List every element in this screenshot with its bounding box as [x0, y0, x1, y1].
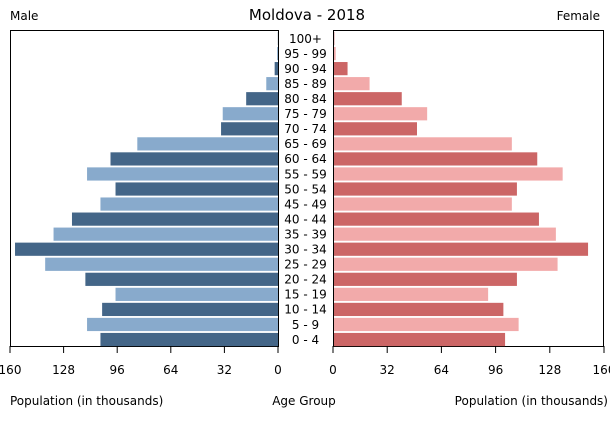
male-bar-10-14 [102, 302, 278, 317]
female-bar-0-4 [334, 332, 506, 347]
male-bar-80-84 [246, 92, 278, 106]
male-bar-45-49 [100, 197, 278, 211]
bars-layer [15, 31, 589, 347]
female-tick-label: 160 [593, 363, 610, 377]
male-bar-25-29 [45, 257, 278, 271]
male-bar-70-74 [221, 122, 278, 136]
male-tick-label: 0 [274, 363, 282, 377]
male-bar-35-39 [53, 227, 278, 241]
age-group-label: 60 - 64 [284, 152, 327, 166]
age-group-label: 95 - 99 [284, 47, 327, 61]
female-bar-55-59 [334, 167, 563, 181]
female-tick-label: 128 [538, 363, 561, 377]
age-group-label: 45 - 49 [284, 197, 327, 211]
age-group-label: 90 - 94 [284, 62, 327, 76]
x-axis-label-left: Population (in thousands) [10, 394, 163, 408]
male-bar-15-19 [115, 287, 279, 301]
age-group-label: 10 - 14 [284, 303, 327, 317]
male-bar-75-79 [222, 107, 278, 121]
female-label: Female [557, 9, 600, 23]
male-plot-frame [10, 30, 279, 347]
female-bar-40-44 [334, 212, 539, 226]
female-bar-20-24 [334, 272, 517, 286]
male-bar-20-24 [85, 272, 278, 286]
female-bar-85-89 [334, 77, 370, 91]
male-tick-label: 32 [217, 363, 232, 377]
male-bar-55-59 [87, 167, 278, 181]
female-bar-15-19 [334, 287, 489, 301]
axis-ticks: 0 0 32 32 64 64 96 96 128 128 160 160 [0, 346, 610, 377]
age-group-label: 50 - 54 [284, 182, 327, 196]
female-bar-10-14 [334, 302, 504, 317]
age-group-label: 35 - 39 [284, 227, 327, 241]
age-group-label: 80 - 84 [284, 92, 327, 106]
age-group-label: 85 - 89 [284, 77, 327, 91]
female-bar-90-94 [334, 62, 348, 76]
age-group-label: 20 - 24 [284, 273, 327, 287]
male-bar-95-99 [277, 46, 278, 61]
age-group-label: 15 - 19 [284, 288, 327, 302]
male-bar-0-4 [100, 332, 278, 347]
age-group-label: 0 - 4 [292, 333, 319, 347]
male-tick-label: 128 [52, 363, 75, 377]
male-tick-label: 64 [163, 363, 178, 377]
male-bar-90-94 [274, 62, 278, 76]
male-bar-85-89 [266, 77, 278, 91]
male-label: Male [10, 9, 38, 23]
male-bar-40-44 [71, 212, 278, 226]
male-bar-50-54 [115, 182, 279, 196]
female-bar-75-79 [334, 107, 428, 121]
female-tick-label: 64 [434, 363, 449, 377]
age-group-label: 100+ [289, 32, 322, 46]
age-group-label: 5 - 9 [292, 318, 319, 332]
x-axis-label-right: Population (in thousands) [455, 394, 608, 408]
female-plot-frame [333, 30, 604, 347]
x-axis-label-center: Age Group [272, 394, 336, 408]
female-bar-45-49 [334, 197, 512, 211]
female-bar-60-64 [334, 152, 538, 166]
male-tick-label: 160 [0, 363, 21, 377]
female-bar-95-99 [334, 46, 336, 61]
female-bar-50-54 [334, 182, 517, 196]
age-group-label: 25 - 29 [284, 258, 327, 272]
female-bar-30-34 [334, 242, 589, 256]
male-bar-30-34 [15, 242, 279, 256]
male-tick-label: 96 [110, 363, 125, 377]
age-group-label: 30 - 34 [284, 243, 327, 257]
age-group-label: 55 - 59 [284, 167, 327, 181]
age-group-label: 70 - 74 [284, 122, 327, 136]
female-bar-80-84 [334, 92, 402, 106]
male-bar-5-9 [87, 317, 278, 332]
male-bar-60-64 [110, 152, 278, 166]
age-group-label: 65 - 69 [284, 137, 327, 151]
female-tick-label: 0 [329, 363, 337, 377]
chart-title: Moldova - 2018 [249, 6, 365, 24]
age-group-label: 75 - 79 [284, 107, 327, 121]
female-bar-25-29 [334, 257, 558, 271]
female-bar-65-69 [334, 137, 512, 151]
female-tick-label: 96 [488, 363, 503, 377]
female-tick-label: 32 [380, 363, 395, 377]
age-group-label: 40 - 44 [284, 212, 327, 226]
female-bar-5-9 [334, 317, 519, 332]
female-bar-35-39 [334, 227, 556, 241]
female-bar-70-74 [334, 122, 417, 136]
male-bar-65-69 [137, 137, 278, 151]
